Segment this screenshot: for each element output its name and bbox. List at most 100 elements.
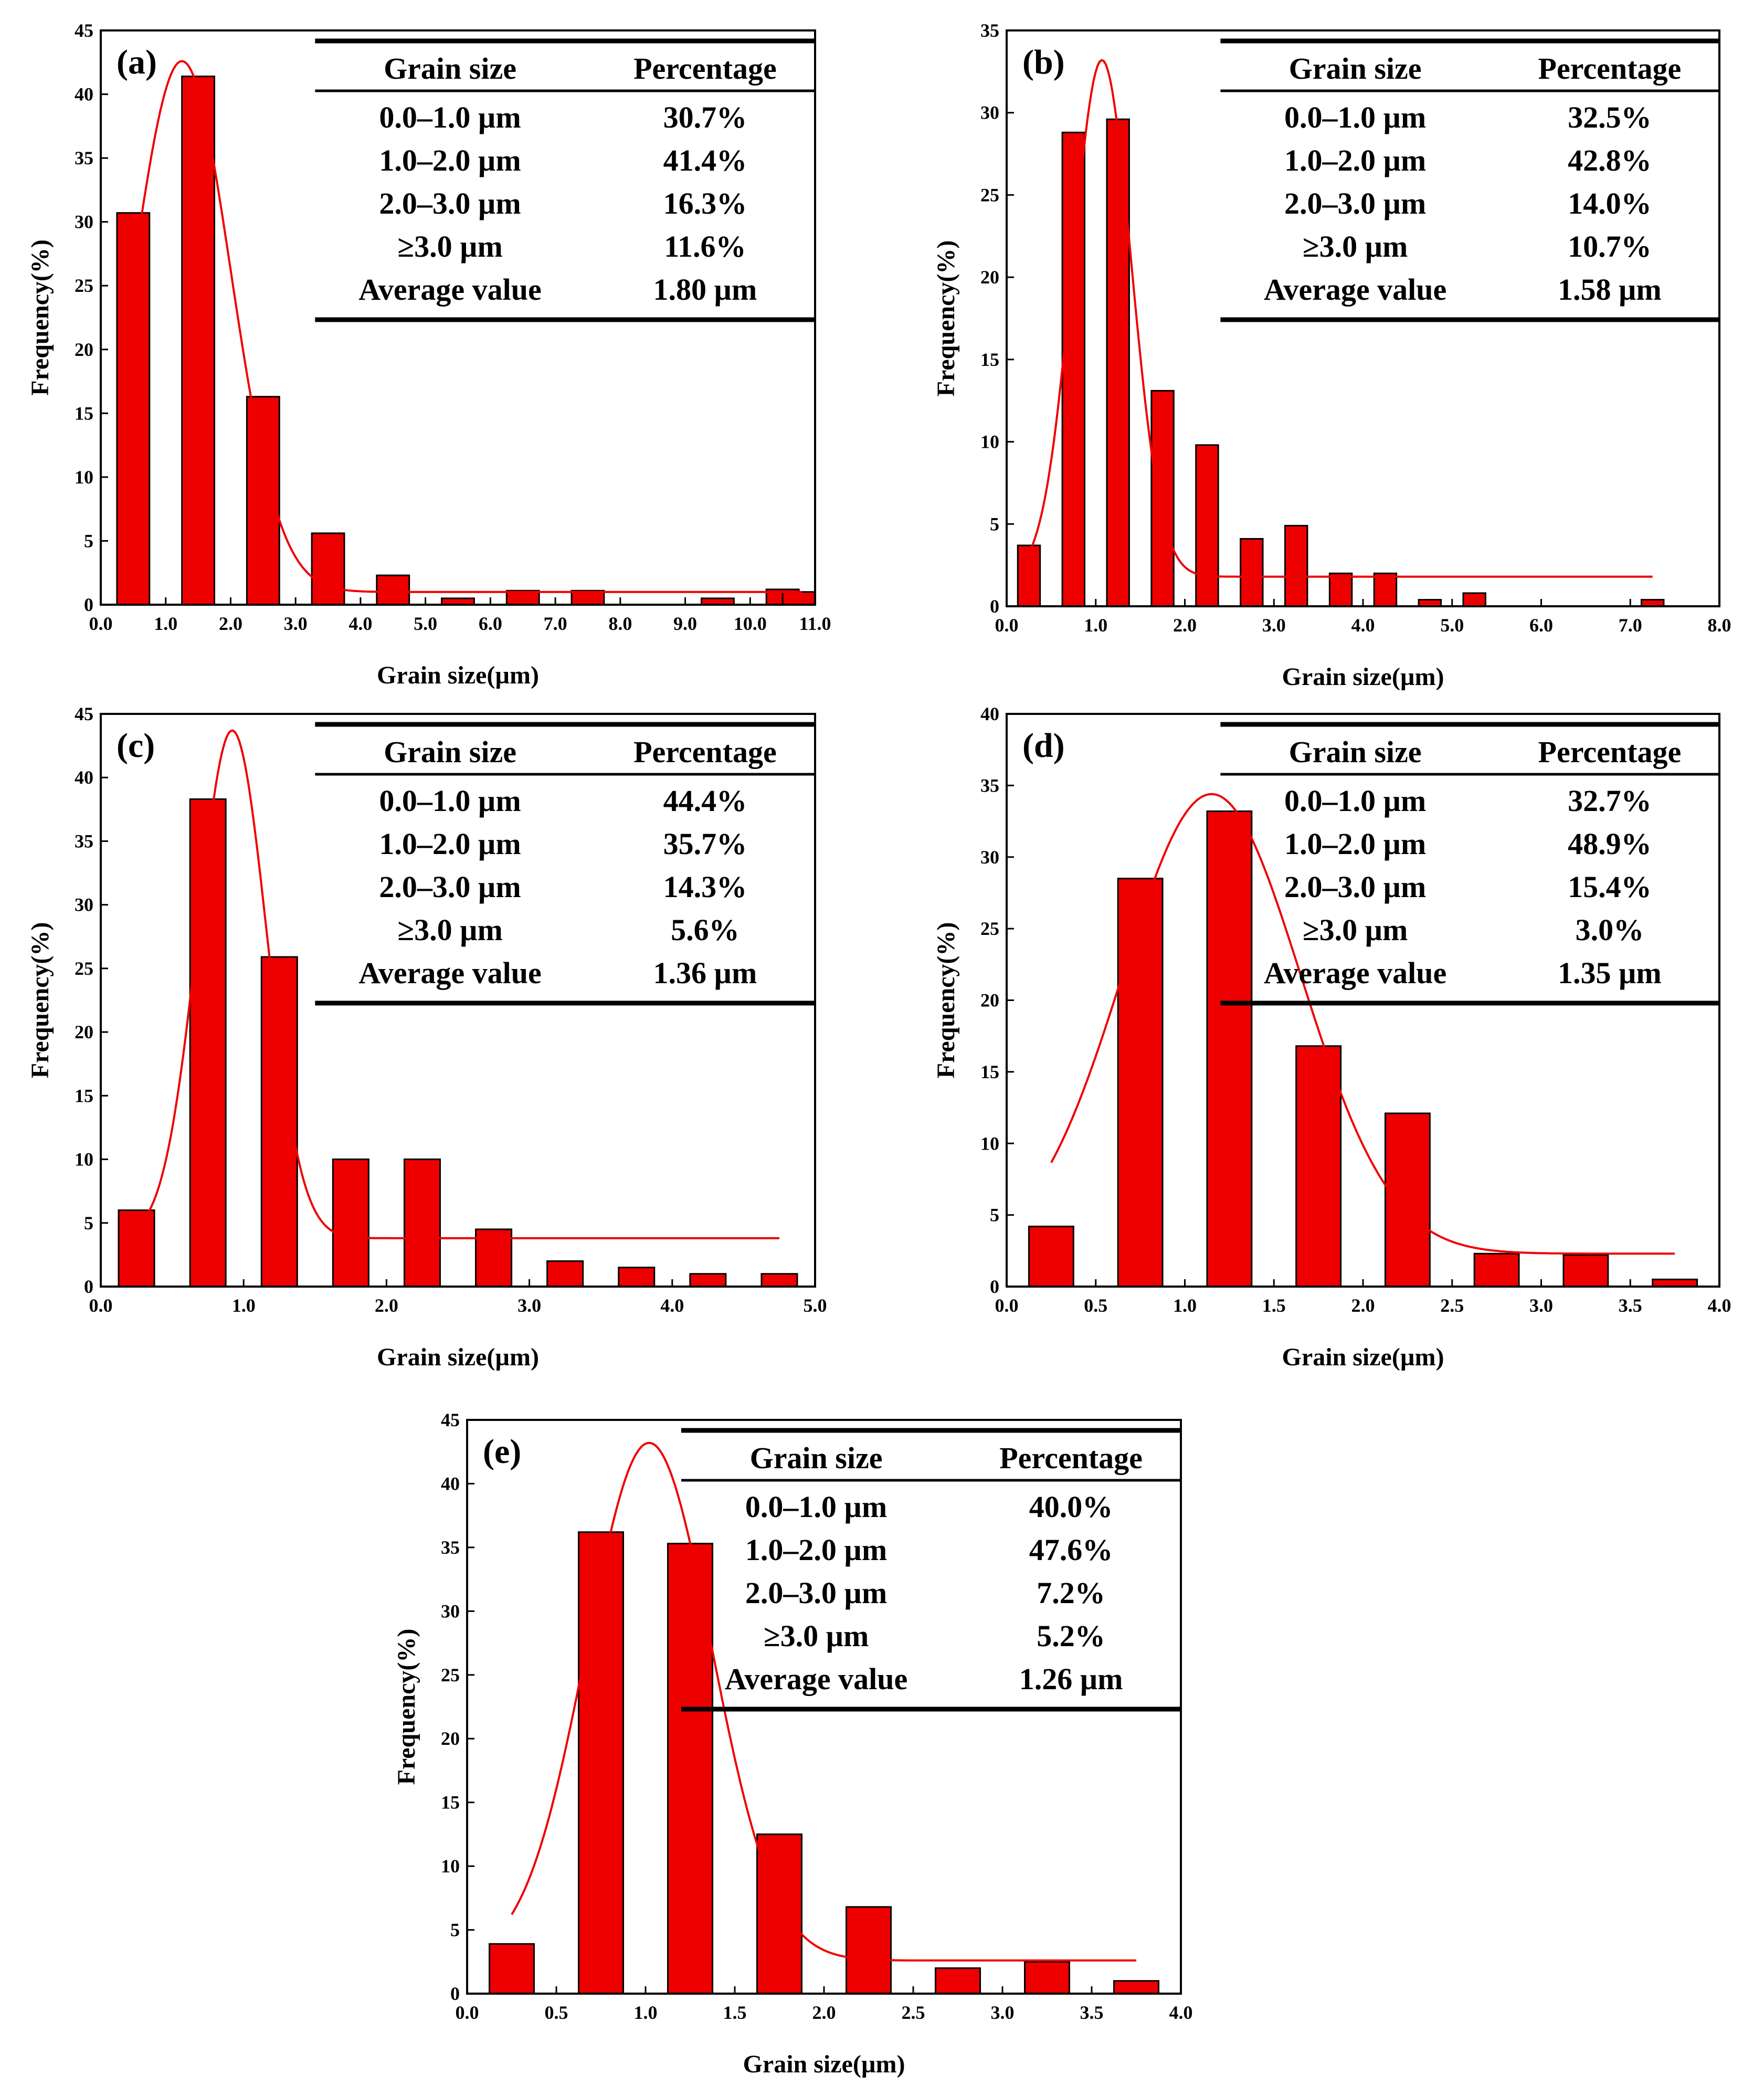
y-tick-label: 0 xyxy=(990,596,999,617)
panel-label: (d) xyxy=(1022,726,1065,765)
table-cell-grain-size: 1.0–2.0 µm xyxy=(379,827,521,861)
histogram-bar xyxy=(1117,878,1164,1288)
chart-panel-a: 0.0 1.0 2.0 3.0 4.0 5.0 6.0 7.0 8.0 9.0 10.0 11.0 0 5… xyxy=(26,20,831,689)
table-header-percentage: Percentage xyxy=(999,1441,1143,1475)
histogram-bar xyxy=(1240,538,1264,607)
y-tick-label: 40 xyxy=(441,1473,460,1494)
x-tick-label: 7.0 xyxy=(544,613,567,634)
x-tick-label: 0.0 xyxy=(456,2002,479,2023)
x-tick-label: 1.5 xyxy=(1262,1295,1286,1316)
x-tick-label: 3.5 xyxy=(1619,1295,1642,1316)
y-tick-label: 20 xyxy=(980,267,999,288)
fit-curve xyxy=(1028,59,1653,578)
y-tick-label: 40 xyxy=(980,703,999,724)
x-tick-label: 5.0 xyxy=(804,1295,827,1316)
y-tick-label: 25 xyxy=(75,275,93,296)
y-axis-title: Frequency(%) xyxy=(393,1629,420,1785)
table-cell-percentage: 1.35 µm xyxy=(1558,956,1662,990)
table-cell-grain-size: Average value xyxy=(725,1662,907,1696)
x-tick-label: 2.0 xyxy=(375,1295,398,1316)
histogram-bar xyxy=(1024,1961,1070,1995)
y-tick-label: 15 xyxy=(441,1792,460,1813)
table-cell-percentage: 14.3% xyxy=(663,870,747,904)
y-tick-label: 15 xyxy=(75,403,93,424)
table-cell-percentage: 32.5% xyxy=(1568,100,1652,134)
table-cell-grain-size: Average value xyxy=(1264,272,1446,307)
histogram-bar xyxy=(756,1833,802,1995)
histogram-bar xyxy=(332,1158,369,1288)
y-tick-label: 20 xyxy=(441,1728,460,1749)
x-tick-label: 4.0 xyxy=(1351,615,1375,636)
histogram-bar xyxy=(689,1273,727,1288)
y-tick-label: 5 xyxy=(450,1920,460,1941)
histogram-bar xyxy=(618,1267,656,1288)
y-axis-title: Frequency(%) xyxy=(26,922,54,1079)
histogram-bar xyxy=(1113,1980,1159,1995)
table-cell-grain-size: 1.0–2.0 µm xyxy=(1284,827,1426,861)
y-tick-label: 30 xyxy=(75,212,93,233)
y-tick-label: 10 xyxy=(75,1149,93,1170)
y-tick-label: 20 xyxy=(980,990,999,1011)
histogram-bar xyxy=(781,591,816,606)
y-tick-label: 5 xyxy=(990,513,999,534)
histogram-bar xyxy=(376,574,410,606)
histogram-bar xyxy=(1150,389,1175,607)
table-cell-grain-size: 1.0–2.0 µm xyxy=(379,143,521,177)
y-tick-label: 45 xyxy=(75,703,93,724)
x-tick-label: 0.0 xyxy=(995,1295,1019,1316)
y-tick-label: 0 xyxy=(450,1983,460,2004)
x-tick-label: 2.0 xyxy=(219,613,242,634)
chart-panel-b: 0.0 1.0 2.0 3.0 4.0 5.0 6.0 7.0 8.0 0 5 10 15 20 25 30 3… xyxy=(932,20,1731,691)
histogram-bar xyxy=(1017,544,1041,607)
x-tick-label: 10.0 xyxy=(734,613,767,634)
y-tick-label: 25 xyxy=(75,958,93,979)
y-tick-label: 45 xyxy=(75,20,93,41)
fit-curve xyxy=(135,729,779,1239)
histogram-bar xyxy=(760,1273,798,1288)
x-tick-label: 2.0 xyxy=(812,2002,836,2023)
histogram-bar xyxy=(1462,592,1486,607)
x-tick-label: 3.0 xyxy=(991,2002,1015,2023)
table-cell-percentage: 11.6% xyxy=(664,229,746,264)
x-tick-label: 1.0 xyxy=(1084,615,1107,636)
x-tick-label: 5.0 xyxy=(1440,615,1464,636)
chart-panel-c: 0.0 1.0 2.0 3.0 4.0 5.0 0 5 10 15 20 25 30 35 40 45 Grai… xyxy=(26,703,827,1371)
table-cell-percentage: 7.2% xyxy=(1037,1576,1105,1610)
x-axis-title: Grain size(µm) xyxy=(1282,1343,1444,1371)
y-tick-label: 35 xyxy=(75,830,93,851)
table-cell-grain-size: ≥3.0 µm xyxy=(397,913,503,947)
histogram-bar xyxy=(1295,1045,1342,1288)
x-tick-label: 0.0 xyxy=(89,1295,113,1316)
table-cell-grain-size: 1.0–2.0 µm xyxy=(1284,143,1426,177)
x-tick-label: 3.0 xyxy=(284,613,308,634)
x-tick-label: 7.0 xyxy=(1619,615,1642,636)
histogram-bar xyxy=(667,1543,713,1995)
x-tick-label: 1.0 xyxy=(634,2002,658,2023)
table-cell-grain-size: 0.0–1.0 µm xyxy=(1284,784,1426,818)
x-tick-label: 1.0 xyxy=(1173,1295,1197,1316)
table-cell-grain-size: 2.0–3.0 µm xyxy=(1284,186,1426,220)
table-cell-percentage: 1.36 µm xyxy=(653,956,757,990)
histogram-bar xyxy=(1328,572,1353,607)
y-tick-label: 25 xyxy=(980,918,999,939)
x-tick-label: 3.5 xyxy=(1080,2002,1104,2023)
y-axis-title: Frequency(%) xyxy=(26,239,54,396)
table-cell-grain-size: 0.0–1.0 µm xyxy=(1284,100,1426,134)
table-cell-percentage: 1.80 µm xyxy=(653,272,757,307)
y-tick-label: 30 xyxy=(441,1600,460,1621)
x-axis-title: Grain size(µm) xyxy=(377,1343,539,1371)
histogram-bar xyxy=(311,532,345,606)
y-tick-label: 25 xyxy=(980,184,999,205)
y-tick-label: 30 xyxy=(75,894,93,915)
histogram-bar xyxy=(578,1531,624,1995)
x-axis-title: Grain size(µm) xyxy=(743,2050,905,2078)
histogram-bar xyxy=(1562,1254,1609,1288)
table-cell-grain-size: 2.0–3.0 µm xyxy=(379,186,521,220)
table-cell-percentage: 30.7% xyxy=(663,100,747,134)
x-tick-label: 2.0 xyxy=(1173,615,1197,636)
y-tick-label: 30 xyxy=(980,102,999,123)
x-tick-label: 1.5 xyxy=(723,2002,747,2023)
table-cell-percentage: 5.2% xyxy=(1037,1619,1105,1653)
x-axis-title: Grain size(µm) xyxy=(1282,663,1444,691)
y-axis-title: Frequency(%) xyxy=(932,922,960,1079)
